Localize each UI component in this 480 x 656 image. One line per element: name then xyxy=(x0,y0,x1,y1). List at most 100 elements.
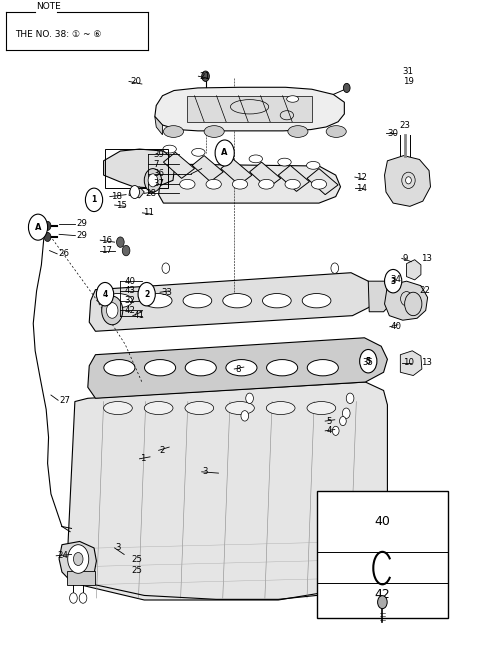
Ellipse shape xyxy=(285,179,300,189)
Bar xyxy=(105,149,168,188)
Text: 18: 18 xyxy=(111,192,122,201)
Text: 34: 34 xyxy=(391,275,402,284)
Text: 16: 16 xyxy=(101,236,112,245)
Text: 8: 8 xyxy=(235,365,240,373)
Circle shape xyxy=(28,214,48,240)
Text: 17: 17 xyxy=(101,246,112,255)
Ellipse shape xyxy=(288,126,308,137)
Ellipse shape xyxy=(226,401,254,415)
Circle shape xyxy=(202,71,209,81)
Text: 5: 5 xyxy=(366,357,371,365)
Text: 5: 5 xyxy=(326,417,332,426)
Ellipse shape xyxy=(144,293,172,308)
Ellipse shape xyxy=(307,401,336,415)
Circle shape xyxy=(96,283,114,306)
Text: 32: 32 xyxy=(124,297,135,305)
Text: 1: 1 xyxy=(141,455,146,463)
Circle shape xyxy=(70,593,77,604)
Ellipse shape xyxy=(266,401,295,415)
Text: 36: 36 xyxy=(153,169,164,178)
Text: THE NO. 38: ① ~ ⑥: THE NO. 38: ① ~ ⑥ xyxy=(15,30,102,39)
Ellipse shape xyxy=(180,179,195,189)
Circle shape xyxy=(360,350,377,373)
Text: 23: 23 xyxy=(399,121,410,129)
Text: 24: 24 xyxy=(57,551,68,560)
Text: 3: 3 xyxy=(116,543,121,552)
Text: 39: 39 xyxy=(153,150,164,159)
Circle shape xyxy=(68,544,89,573)
Circle shape xyxy=(331,263,338,274)
Ellipse shape xyxy=(326,126,346,137)
Ellipse shape xyxy=(104,359,135,376)
Ellipse shape xyxy=(249,155,263,163)
Ellipse shape xyxy=(312,179,326,189)
Ellipse shape xyxy=(104,401,132,415)
Text: 41: 41 xyxy=(134,311,145,320)
Ellipse shape xyxy=(263,293,291,308)
Text: 43: 43 xyxy=(124,287,135,295)
Text: 9: 9 xyxy=(403,254,408,263)
Text: 29: 29 xyxy=(76,231,87,240)
Text: 2: 2 xyxy=(159,446,165,455)
Text: 13: 13 xyxy=(421,254,432,263)
Ellipse shape xyxy=(220,152,234,159)
Text: NOTE: NOTE xyxy=(36,2,61,11)
Ellipse shape xyxy=(163,145,176,153)
Ellipse shape xyxy=(307,161,320,169)
Ellipse shape xyxy=(302,293,331,308)
Text: 28: 28 xyxy=(145,189,156,198)
Ellipse shape xyxy=(278,158,291,166)
Text: 14: 14 xyxy=(356,184,367,193)
Ellipse shape xyxy=(232,179,248,189)
Circle shape xyxy=(122,245,130,256)
Ellipse shape xyxy=(406,176,411,184)
Ellipse shape xyxy=(226,359,257,376)
Text: 37: 37 xyxy=(153,179,164,188)
Circle shape xyxy=(332,426,339,436)
Polygon shape xyxy=(407,260,421,280)
Circle shape xyxy=(384,270,402,293)
Circle shape xyxy=(215,140,234,166)
Text: A: A xyxy=(35,222,41,232)
Circle shape xyxy=(79,593,87,604)
Text: 21: 21 xyxy=(199,72,210,81)
Polygon shape xyxy=(59,541,96,581)
Text: 12: 12 xyxy=(356,173,367,182)
Polygon shape xyxy=(192,155,223,182)
Text: 42: 42 xyxy=(124,306,135,315)
Circle shape xyxy=(241,411,249,421)
Text: 25: 25 xyxy=(131,554,142,564)
Polygon shape xyxy=(104,149,175,188)
Polygon shape xyxy=(384,281,428,320)
Bar xyxy=(317,491,448,617)
Polygon shape xyxy=(307,169,338,195)
Text: 7: 7 xyxy=(153,159,158,169)
Text: 19: 19 xyxy=(403,77,414,86)
Polygon shape xyxy=(163,152,194,178)
Text: 2: 2 xyxy=(144,290,149,298)
Polygon shape xyxy=(384,155,431,207)
Ellipse shape xyxy=(144,401,173,415)
Text: 35: 35 xyxy=(362,358,373,367)
Text: 30: 30 xyxy=(387,129,398,138)
Polygon shape xyxy=(158,164,340,203)
Text: 4: 4 xyxy=(326,426,332,436)
Ellipse shape xyxy=(259,179,274,189)
Ellipse shape xyxy=(183,293,212,308)
Text: 40: 40 xyxy=(124,277,135,285)
Ellipse shape xyxy=(192,148,205,156)
Circle shape xyxy=(130,186,140,199)
Ellipse shape xyxy=(266,359,298,376)
Circle shape xyxy=(107,302,118,318)
Text: 13: 13 xyxy=(421,358,432,367)
Text: 3: 3 xyxy=(203,467,208,476)
Text: 4: 4 xyxy=(102,290,108,298)
Circle shape xyxy=(73,552,83,565)
Polygon shape xyxy=(155,117,162,134)
Polygon shape xyxy=(250,162,281,188)
Circle shape xyxy=(378,596,387,609)
Text: 22: 22 xyxy=(420,287,431,295)
Polygon shape xyxy=(278,165,310,192)
Ellipse shape xyxy=(104,293,132,308)
Text: 25: 25 xyxy=(131,566,142,575)
